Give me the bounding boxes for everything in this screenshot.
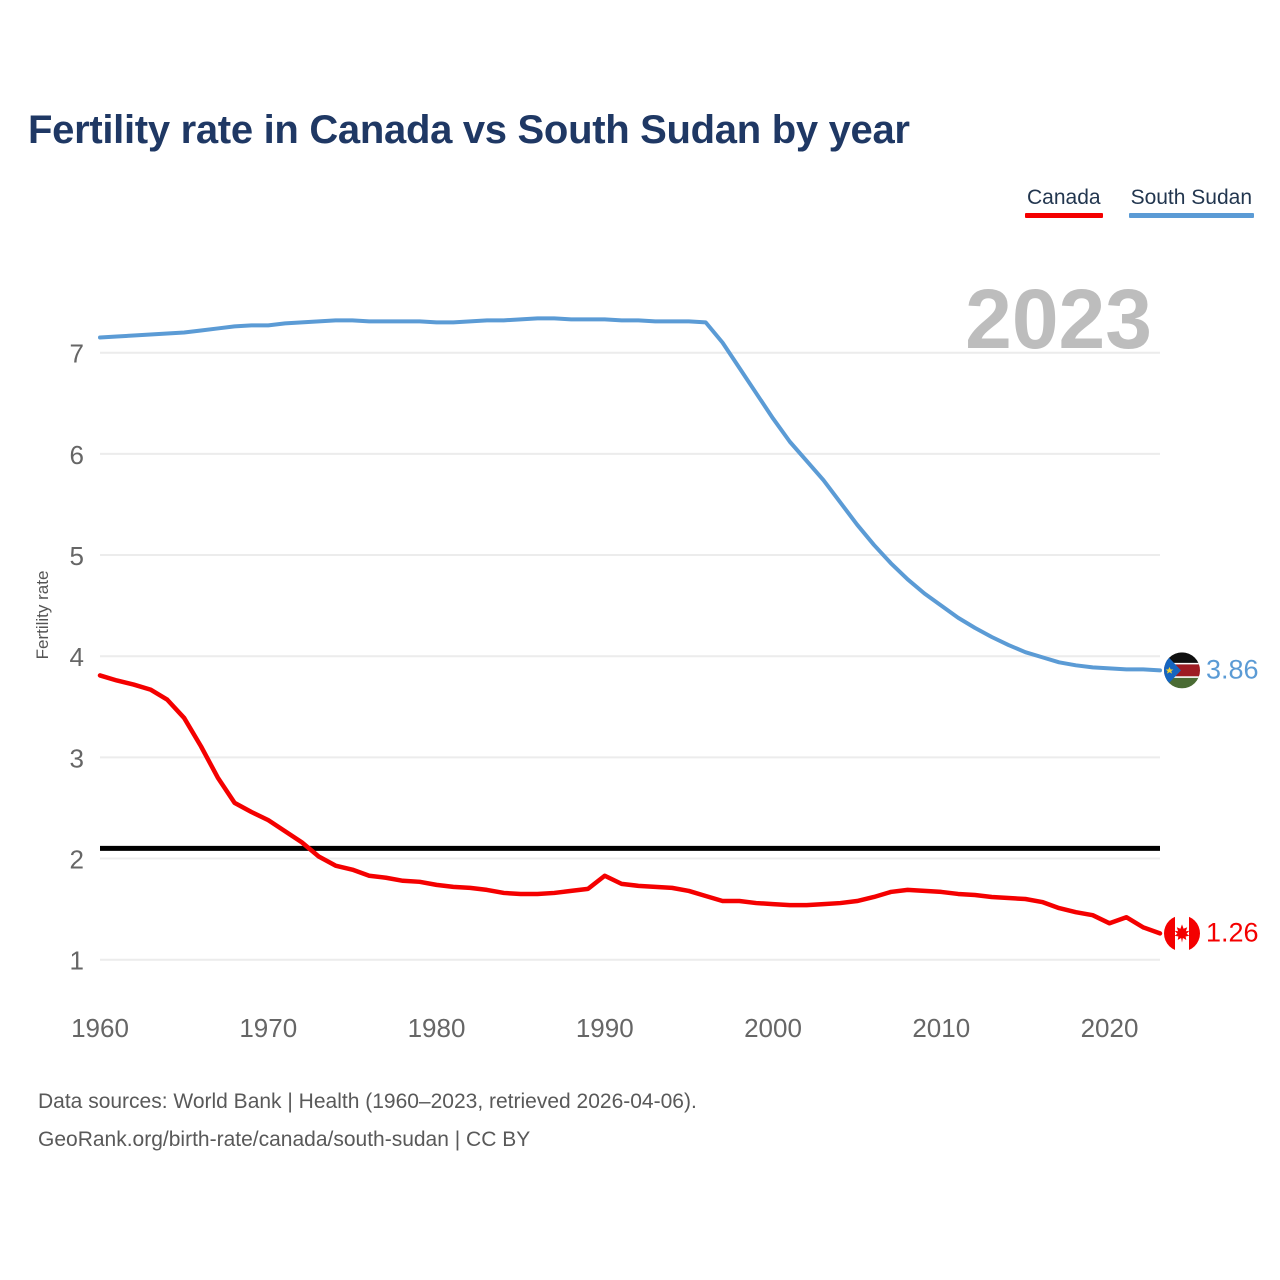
x-tick-label: 1980 (408, 1013, 466, 1043)
footer-attribution: Data sources: World Bank | Health (1960–… (38, 1083, 697, 1159)
x-tick-label: 2000 (744, 1013, 802, 1043)
y-gridlines (100, 351, 1160, 961)
footer-line-1: Data sources: World Bank | Health (1960–… (38, 1090, 697, 1113)
y-tick-labels: 1 2 3 4 5 6 7 (70, 339, 84, 976)
legend-item-south-sudan[interactable]: South Sudan (1128, 185, 1254, 218)
canada-flag-icon[interactable] (1164, 915, 1200, 952)
x-tick-label: 1960 (71, 1013, 129, 1043)
y-axis-title: Fertility rate (33, 571, 52, 660)
year-watermark: 2023 (965, 272, 1152, 366)
x-tick-labels: 1960 1970 1980 1990 2000 2010 2020 (71, 1013, 1138, 1043)
endpoint-value-canada: 1.26 (1206, 918, 1259, 948)
x-tick-label: 2020 (1081, 1013, 1139, 1043)
series-line-canada (97, 673, 1163, 936)
legend-swatch-south-sudan (1128, 213, 1254, 218)
x-tick-label: 2010 (912, 1013, 970, 1043)
y-tick-label: 2 (70, 845, 84, 875)
y-tick-label: 3 (70, 743, 84, 773)
page-title: Fertility rate in Canada vs South Sudan … (28, 108, 910, 152)
series-line-south-sudan (98, 316, 1162, 673)
y-tick-label: 6 (70, 440, 84, 470)
legend-label-south-sudan: South Sudan (1130, 186, 1252, 209)
y-tick-label: 5 (70, 541, 84, 571)
footer-line-2: GeoRank.org/birth-rate/canada/south-suda… (38, 1128, 531, 1151)
legend-swatch-canada (1025, 213, 1103, 218)
chart-legend: Canada South Sudan (1025, 185, 1254, 218)
legend-label-canada: Canada (1027, 186, 1101, 209)
y-tick-label: 7 (70, 339, 84, 369)
y-tick-label: 4 (70, 642, 84, 672)
y-tick-label: 1 (70, 946, 84, 976)
endpoint-value-south-sudan: 3.86 (1206, 655, 1259, 685)
south-sudan-flag-icon[interactable] (1164, 652, 1200, 689)
x-tick-label: 1990 (576, 1013, 634, 1043)
legend-item-canada[interactable]: Canada (1025, 185, 1103, 218)
x-tick-label: 1970 (239, 1013, 297, 1043)
